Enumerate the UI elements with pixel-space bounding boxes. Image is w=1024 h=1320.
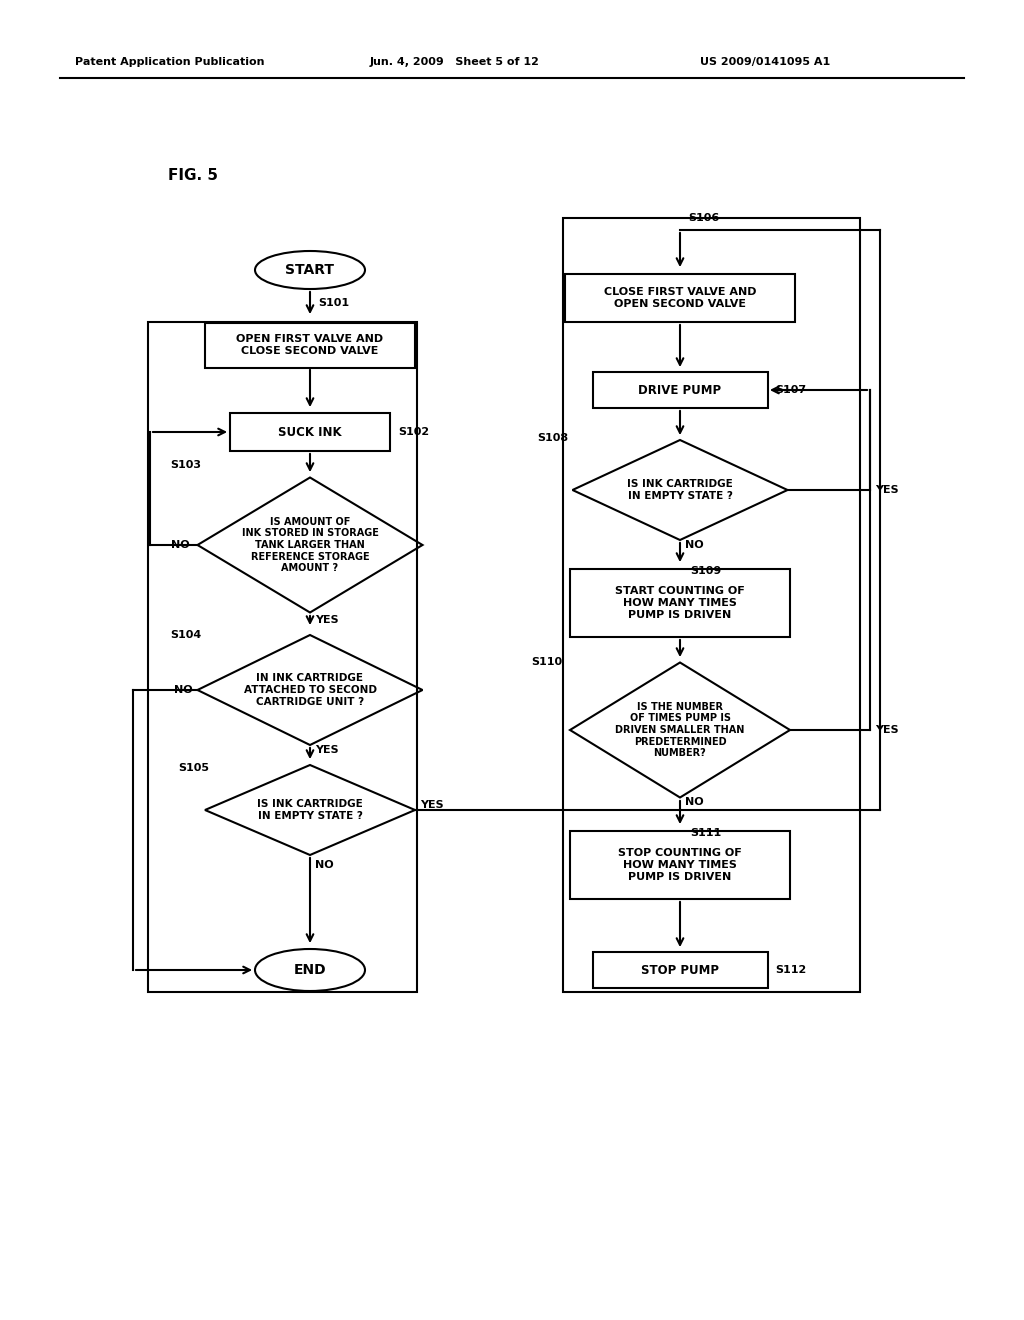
Text: YES: YES — [315, 744, 339, 755]
Text: YES: YES — [874, 484, 899, 495]
Text: STOP COUNTING OF
HOW MANY TIMES
PUMP IS DRIVEN: STOP COUNTING OF HOW MANY TIMES PUMP IS … — [618, 849, 741, 882]
Text: S102: S102 — [398, 426, 429, 437]
Text: S107: S107 — [775, 385, 806, 395]
Text: FIG. 5: FIG. 5 — [168, 168, 218, 182]
Text: NO: NO — [685, 540, 703, 550]
Text: CLOSE FIRST VALVE AND
OPEN SECOND VALVE: CLOSE FIRST VALVE AND OPEN SECOND VALVE — [604, 288, 757, 309]
Text: S112: S112 — [775, 965, 806, 975]
Text: DRIVE PUMP: DRIVE PUMP — [638, 384, 722, 396]
Bar — [563, 218, 860, 993]
Text: S108: S108 — [537, 433, 568, 444]
Text: IN INK CARTRIDGE
ATTACHED TO SECOND
CARTRIDGE UNIT ?: IN INK CARTRIDGE ATTACHED TO SECOND CART… — [244, 673, 377, 706]
Text: SUCK INK: SUCK INK — [279, 425, 342, 438]
Text: YES: YES — [874, 725, 899, 735]
Text: NO: NO — [685, 797, 703, 807]
Text: S105: S105 — [178, 763, 209, 774]
Text: US 2009/0141095 A1: US 2009/0141095 A1 — [700, 57, 830, 67]
Text: Jun. 4, 2009   Sheet 5 of 12: Jun. 4, 2009 Sheet 5 of 12 — [370, 57, 540, 67]
Text: NO: NO — [174, 685, 193, 696]
Text: STOP PUMP: STOP PUMP — [641, 964, 719, 977]
Text: S109: S109 — [690, 566, 721, 576]
Text: S111: S111 — [690, 828, 721, 838]
Text: IS AMOUNT OF
INK STORED IN STORAGE
TANK LARGER THAN
REFERENCE STORAGE
AMOUNT ?: IS AMOUNT OF INK STORED IN STORAGE TANK … — [242, 517, 379, 573]
Text: START COUNTING OF
HOW MANY TIMES
PUMP IS DRIVEN: START COUNTING OF HOW MANY TIMES PUMP IS… — [615, 586, 744, 619]
Text: NO: NO — [171, 540, 190, 550]
Text: NO: NO — [315, 861, 334, 870]
Text: S106: S106 — [688, 213, 719, 223]
Text: START: START — [286, 263, 335, 277]
Text: S101: S101 — [318, 298, 349, 308]
Text: Patent Application Publication: Patent Application Publication — [75, 57, 264, 67]
Text: S103: S103 — [170, 459, 201, 470]
Text: IS INK CARTRIDGE
IN EMPTY STATE ?: IS INK CARTRIDGE IN EMPTY STATE ? — [627, 479, 733, 500]
Text: IS THE NUMBER
OF TIMES PUMP IS
DRIVEN SMALLER THAN
PREDETERMINED
NUMBER?: IS THE NUMBER OF TIMES PUMP IS DRIVEN SM… — [615, 702, 744, 758]
Text: END: END — [294, 964, 327, 977]
Text: S110: S110 — [530, 657, 562, 667]
Text: S104: S104 — [170, 630, 202, 640]
Text: YES: YES — [420, 800, 443, 810]
Text: OPEN FIRST VALVE AND
CLOSE SECOND VALVE: OPEN FIRST VALVE AND CLOSE SECOND VALVE — [237, 334, 384, 356]
Bar — [148, 322, 417, 993]
Text: YES: YES — [315, 615, 339, 624]
Text: IS INK CARTRIDGE
IN EMPTY STATE ?: IS INK CARTRIDGE IN EMPTY STATE ? — [257, 799, 362, 821]
